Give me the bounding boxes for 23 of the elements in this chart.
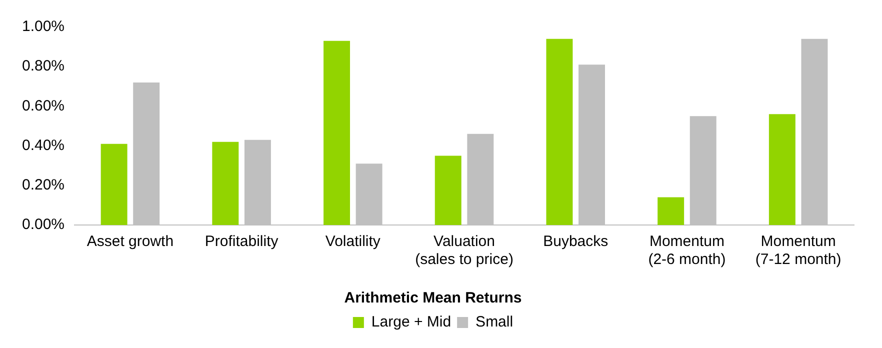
x-tick-label: Valuation (sales to price) bbox=[415, 233, 514, 268]
legend-label: Large + Mid bbox=[371, 314, 452, 331]
bar bbox=[100, 144, 128, 225]
bar bbox=[434, 156, 462, 225]
y-tick-label: 0.60% bbox=[22, 97, 65, 114]
bar bbox=[324, 40, 350, 225]
bar bbox=[768, 114, 796, 225]
y-tick-label: 0.20% bbox=[22, 176, 65, 194]
bar bbox=[546, 38, 573, 225]
y-tick-label: 0.00% bbox=[22, 216, 65, 234]
x-tick-label: Momentum (7-12 month) bbox=[755, 233, 842, 268]
x-tick-label: Momentum (2-6 month) bbox=[648, 233, 726, 268]
y-tick-label: 0.80% bbox=[22, 58, 65, 75]
bar bbox=[212, 142, 239, 225]
x-tick-label: Volatility bbox=[325, 233, 381, 250]
legend-label: Small bbox=[476, 314, 514, 331]
y-tick-label: 0.40% bbox=[22, 136, 65, 154]
y-tick-label: 1.00% bbox=[22, 18, 65, 36]
x-tick-label: Profitability bbox=[204, 233, 279, 250]
x-tick-label: Asset growth bbox=[86, 233, 174, 250]
legend-title: Arithmetic Mean Returns bbox=[344, 290, 522, 307]
x-tick-label: Buybacks bbox=[543, 233, 608, 250]
bar bbox=[658, 197, 684, 225]
